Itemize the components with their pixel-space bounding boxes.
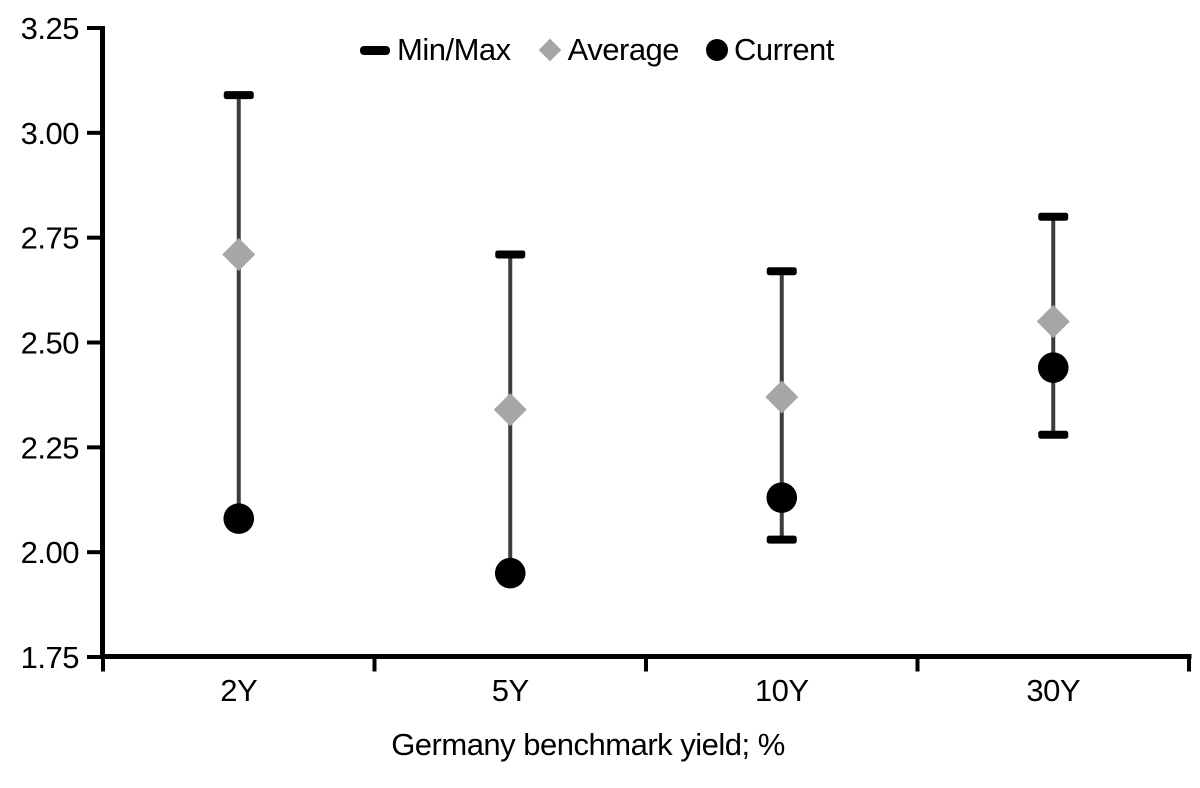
min-cap [1038, 430, 1069, 439]
current-marker-circle [223, 503, 255, 534]
legend-item-minmax: Min/Max [360, 30, 511, 70]
max-cap [1038, 212, 1069, 221]
minmax-dash-icon [360, 45, 390, 55]
y-tick-label: 2.50 [21, 326, 80, 361]
current-marker-circle [494, 557, 526, 589]
legend-item-average: Average [538, 30, 680, 70]
legend: Min/Max Average Current [360, 30, 834, 70]
average-diamond-icon [538, 38, 561, 62]
y-tick-label: 2.75 [21, 221, 79, 256]
legend-item-current: Current [706, 30, 834, 70]
min-cap [766, 535, 797, 544]
max-cap [495, 250, 526, 259]
x-axis-title: Germany benchmark yield; % [391, 727, 785, 762]
average-marker-diamond [765, 380, 799, 414]
average-marker-diamond [493, 393, 527, 427]
y-tick-label: 1.75 [21, 640, 79, 675]
y-tick-label: 3.00 [21, 116, 80, 151]
max-cap [223, 91, 254, 100]
x-category-label: 10Y [755, 673, 809, 708]
max-cap [766, 267, 797, 276]
average-marker-diamond [222, 237, 256, 271]
legend-label-average: Average [567, 32, 680, 67]
x-category-label: 30Y [1026, 673, 1080, 708]
legend-label-minmax: Min/Max [397, 32, 511, 67]
x-category-label: 2Y [220, 673, 257, 708]
current-marker-circle [1037, 352, 1069, 383]
y-tick-label: 3.25 [21, 11, 79, 46]
legend-label-current: Current [734, 32, 834, 67]
current-marker-circle [766, 482, 798, 513]
average-marker-diamond [1036, 305, 1070, 339]
y-tick-label: 2.25 [21, 430, 79, 465]
current-circle-icon [706, 39, 729, 61]
x-category-label: 5Y [492, 673, 529, 708]
y-tick-label: 2.00 [21, 535, 80, 570]
